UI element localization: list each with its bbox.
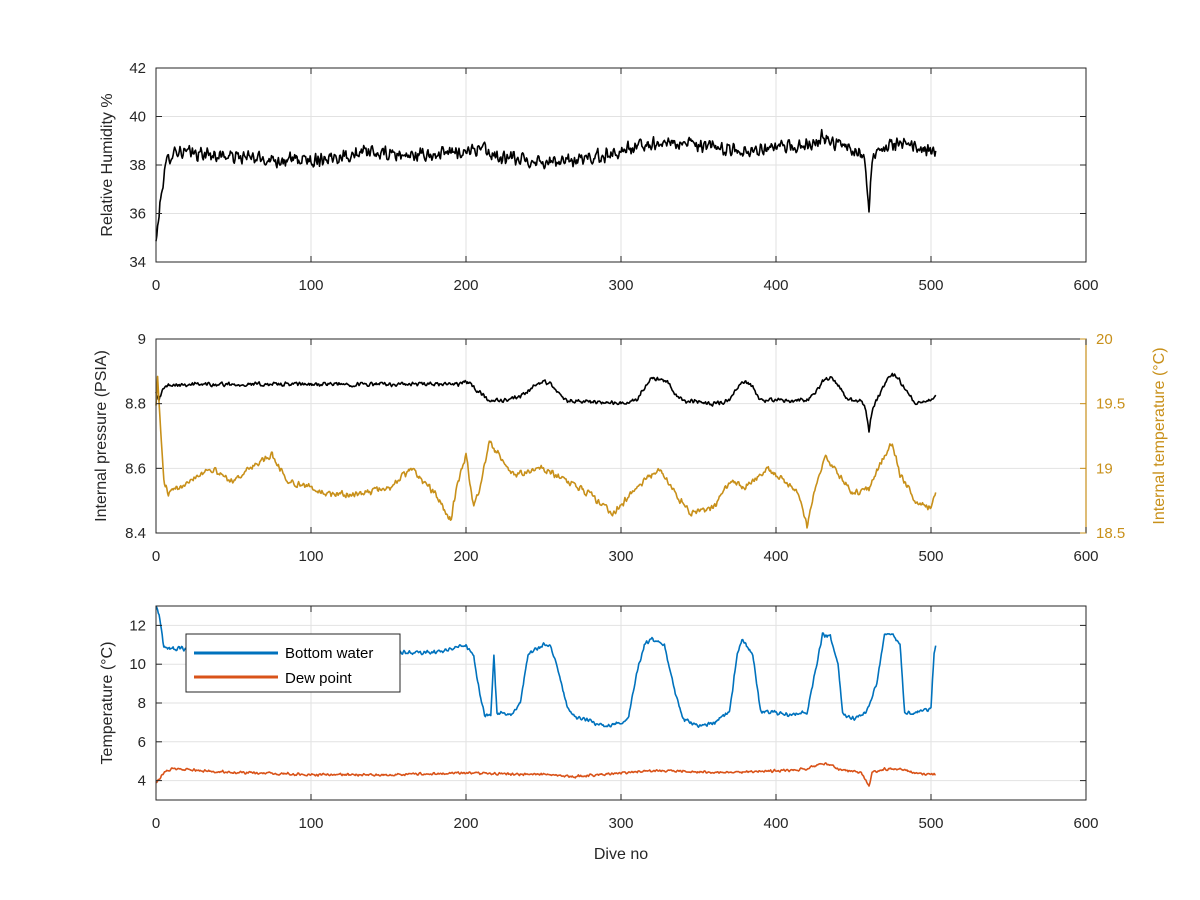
humidity-panel: 0 100 200 300 400 500 600 34 36 38 40 42 Relative … [99, 60, 1099, 294]
x-tick-label: 100 [298, 548, 323, 565]
legend-label-bottom-water: Bottom water [285, 645, 373, 662]
y-tick-label: 4 [138, 773, 146, 790]
x-tick-label: 600 [1073, 815, 1098, 832]
series-line-2 [155, 375, 937, 529]
y2-tick-label: 18.5 [1096, 525, 1125, 542]
y-tick-label: 8 [138, 695, 146, 712]
x-axis-label: Dive no [594, 846, 648, 863]
y-axis-label: Temperature (°C) [99, 642, 116, 765]
y-tick-label: 8.8 [125, 396, 146, 413]
series-layer [155, 128, 937, 242]
y-ticks: 34 36 38 40 42 [129, 60, 1086, 271]
x-tick-label: 0 [152, 815, 160, 832]
x-ticks: 0 100 200 300 400 500 600 [152, 68, 1099, 294]
y-tick-label: 9 [138, 331, 146, 348]
x-tick-label: 500 [918, 277, 943, 294]
y-tick-label: 12 [129, 617, 146, 634]
x-tick-label: 500 [918, 815, 943, 832]
x-tick-label: 200 [453, 277, 478, 294]
x-tick-label: 400 [763, 277, 788, 294]
y-tick-label: 42 [129, 60, 146, 77]
y-tick-label: 8.4 [125, 525, 146, 542]
legend-box [185, 633, 401, 693]
pressure-temperature-panel: 0 100 200 300 400 500 600 8.4 8.6 8.8 9 18.5 19 19.… [93, 331, 1168, 565]
y-tick-label: 34 [129, 254, 146, 271]
x-tick-label: 100 [298, 815, 323, 832]
y2-ticks: 18.5 19 19.5 20 [1080, 331, 1125, 542]
series-line-1 [155, 128, 937, 242]
x-tick-label: 200 [453, 815, 478, 832]
y2-axis-label: Internal temperature (°C) [1151, 347, 1168, 524]
legend-label-dew-point: Dew point [285, 670, 353, 687]
y-tick-label: 38 [129, 157, 146, 174]
y2-tick-label: 20 [1096, 331, 1113, 348]
x-tick-label: 400 [763, 815, 788, 832]
x-tick-label: 300 [608, 277, 633, 294]
x-tick-label: 0 [152, 548, 160, 565]
y2-tick-label: 19 [1096, 460, 1113, 477]
x-ticks: 0 100 200 300 400 500 600 [152, 606, 1099, 832]
x-tick-label: 500 [918, 548, 943, 565]
y-tick-label: 8.6 [125, 460, 146, 477]
series-line-1 [155, 372, 937, 433]
legend: Bottom water Dew point [185, 633, 401, 693]
y-tick-label: 10 [129, 656, 146, 673]
x-tick-label: 600 [1073, 277, 1098, 294]
y-axis-label: Relative Humidity % [99, 93, 116, 236]
x-tick-label: 400 [763, 548, 788, 565]
x-tick-label: 300 [608, 548, 633, 565]
y-ticks: 4 6 8 10 12 [129, 617, 1086, 790]
series-layer [155, 372, 937, 529]
y-tick-label: 40 [129, 109, 146, 126]
y-axis-label: Internal pressure (PSIA) [93, 350, 110, 522]
y-tick-label: 6 [138, 734, 146, 751]
x-ticks: 0 100 200 300 400 500 600 [152, 339, 1099, 565]
y-tick-label: 36 [129, 206, 146, 223]
x-tick-label: 300 [608, 815, 633, 832]
x-tick-label: 0 [152, 277, 160, 294]
x-tick-label: 600 [1073, 548, 1098, 565]
x-tick-label: 200 [453, 548, 478, 565]
series-dew-point [155, 762, 936, 787]
y-ticks: 8.4 8.6 8.8 9 [125, 331, 162, 542]
x-tick-label: 100 [298, 277, 323, 294]
temperature-panel: 0 100 200 300 400 500 600 4 6 8 10 12 Temperature … [99, 605, 1099, 863]
y2-tick-label: 19.5 [1096, 396, 1125, 413]
